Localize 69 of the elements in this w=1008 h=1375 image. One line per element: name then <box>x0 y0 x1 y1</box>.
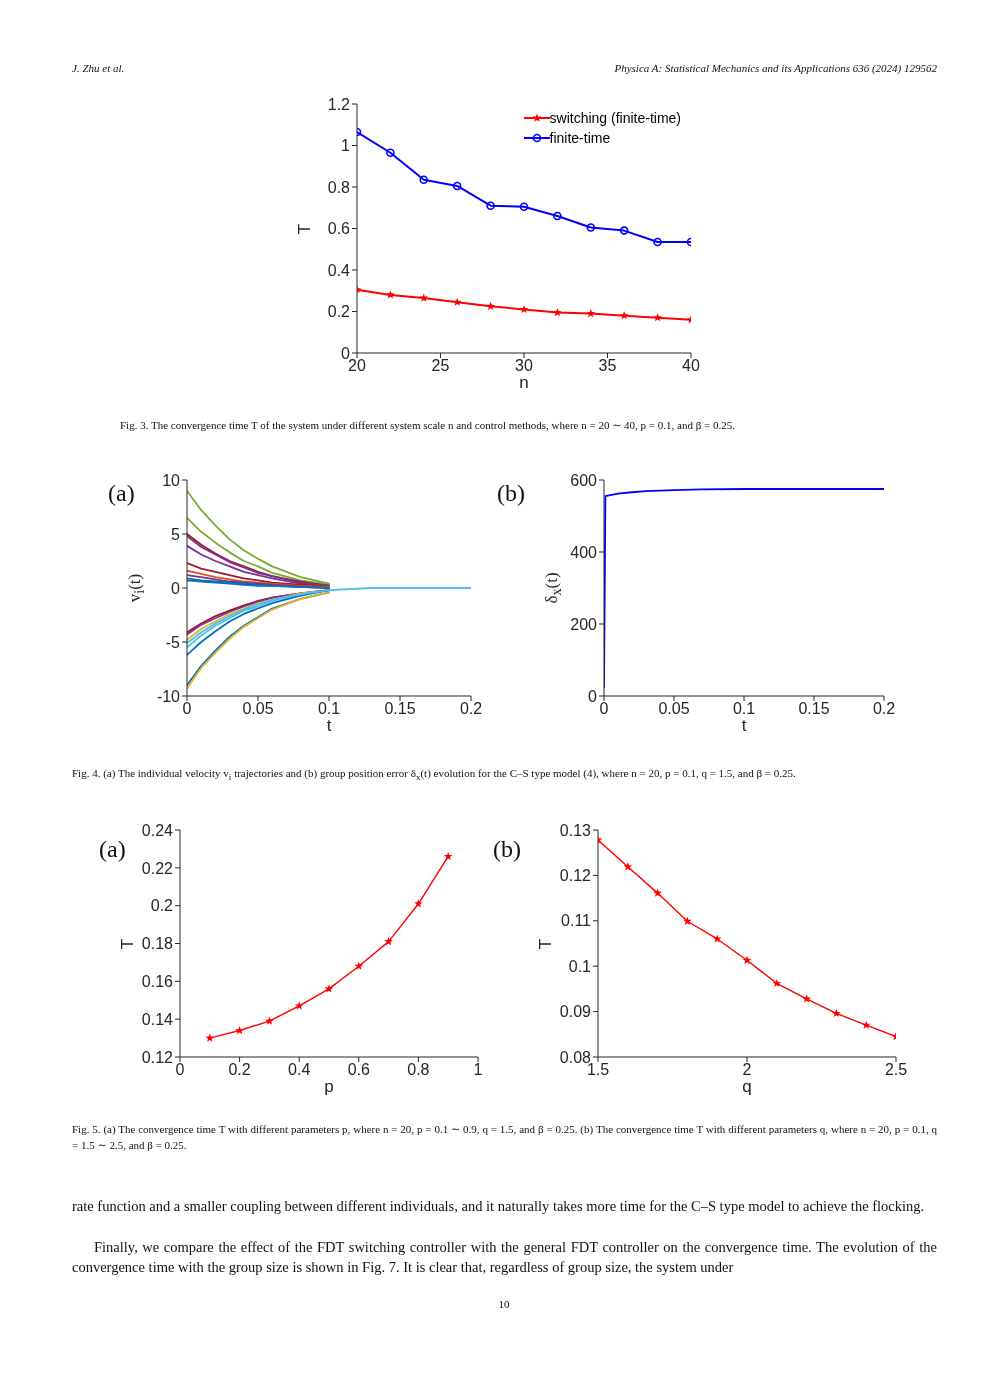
y-tick-label: 0.6 <box>327 220 351 238</box>
x-tick-label: 0 <box>599 700 609 718</box>
x-tick-label: 1 <box>473 1061 483 1079</box>
text: 10 <box>497 1298 511 1310</box>
y-tick-label: 0.18 <box>141 935 174 953</box>
x-axis-title: p <box>323 1077 335 1097</box>
y-tick-label: 0.13 <box>559 821 592 839</box>
y-tick-label: 0.24 <box>141 821 174 839</box>
y-tick-label: 0.11 <box>561 912 592 930</box>
y-tick-label: 10 <box>162 471 181 489</box>
y-tick-label: 0.8 <box>327 178 351 196</box>
y-tick-label: 0 <box>588 687 598 705</box>
x-tick-label: 2 <box>742 1061 752 1079</box>
legend-label: switching (finite-time) <box>549 109 681 128</box>
x-tick-label: 0 <box>182 700 192 718</box>
text: Physica A: Statistical Mechanics and its Applications 636 (2024) 129562 <box>614 62 937 74</box>
x-tick-label: 25 <box>431 357 450 375</box>
y-tick-label: 0.16 <box>141 973 174 991</box>
text: Finally, we compare the effect of the FDT switching controller with the general FDT controller on the convergence time. The evolution of the convergence time with the group size is shown in Fig. 7. It is clear that, regardless of group size, the system under <box>72 1238 937 1277</box>
text: (b) <box>493 836 521 863</box>
x-tick-label: 0.2 <box>872 700 896 718</box>
y-tick-label: -5 <box>165 633 181 651</box>
y-tick-label: 200 <box>570 615 598 633</box>
caption: Fig. 4. (a) The individual velocity v$_{i}$ trajectories and (b) group position error δ$_{x}$(t) evolution for the C–S type model (4), where n = 20, p = 0.1, q = 1.5, and β = 0.25. <box>72 766 797 785</box>
y-tick-label: 400 <box>570 543 598 561</box>
x-tick-label: 0.15 <box>798 700 830 718</box>
y-tick-label: 0.4 <box>327 261 351 279</box>
text: (b) <box>497 480 525 507</box>
x-tick-label: 20 <box>348 357 366 375</box>
text: (a) <box>99 836 126 863</box>
y-tick-label: 0.2 <box>150 897 174 915</box>
x-axis-title: n <box>518 373 530 393</box>
y-tick-label: 0.12 <box>559 867 592 885</box>
text: (a) <box>108 480 135 507</box>
x-tick-label: 0.1 <box>732 700 756 718</box>
y-axis-title: T <box>536 937 556 951</box>
x-tick-label: 0.2 <box>228 1061 251 1079</box>
y-tick-label: 0.12 <box>141 1048 174 1066</box>
x-tick-label: 0.05 <box>242 700 274 718</box>
y-tick-label: 5 <box>171 525 181 543</box>
x-tick-label: 40 <box>682 357 700 375</box>
x-tick-label: 0.05 <box>658 700 690 718</box>
x-tick-label: 2.5 <box>884 1061 908 1079</box>
x-tick-label: 0.8 <box>407 1061 430 1079</box>
x-tick-label: 0.15 <box>384 700 416 718</box>
y-tick-label: 0.14 <box>141 1010 174 1028</box>
x-tick-label: 35 <box>598 357 617 375</box>
text: rate function and a smaller coupling between different individuals, and it naturally takes more time for the C–S type model to achieve the flocking. <box>72 1197 926 1216</box>
x-tick-label: 0.4 <box>288 1061 311 1079</box>
y-axis-title: T <box>118 937 138 951</box>
y-tick-label: 0.1 <box>568 957 592 975</box>
x-axis-title: t <box>740 716 748 736</box>
y-tick-label: 1.2 <box>327 95 351 113</box>
caption: Fig. 5. (a) The convergence time T with different parameters p, where n = 20, p = 0.1 ∼ 0.9, q = 1.5, and β = 0.25. (b) The convergence time T with different parameters q, where n = 20, p = 0.1, q = 1.5 ∼ 2.5, and β = 0.25. <box>72 1122 937 1153</box>
legend-label: finite-time <box>549 129 611 148</box>
x-tick-label: 30 <box>515 357 533 375</box>
y-tick-label: -10 <box>156 687 181 705</box>
y-tick-label: 0 <box>171 579 181 597</box>
x-axis-title: t <box>325 716 333 736</box>
y-axis-title: T <box>295 222 315 236</box>
y-tick-label: 600 <box>570 471 598 489</box>
y-tick-label: 1 <box>341 137 351 155</box>
y-tick-label: 0.09 <box>559 1003 592 1021</box>
x-tick-label: 0.2 <box>459 700 483 718</box>
y-tick-label: 0.22 <box>141 859 174 877</box>
y-tick-label: 0.2 <box>327 303 351 321</box>
caption: Fig. 3. The convergence time T of the system under different system scale n and control methods, where n = 20 ∼ 40, p = 0.1, and β = 0.25. <box>120 418 736 433</box>
x-axis-title: q <box>741 1077 753 1097</box>
text: J. Zhu et al. <box>72 62 125 74</box>
